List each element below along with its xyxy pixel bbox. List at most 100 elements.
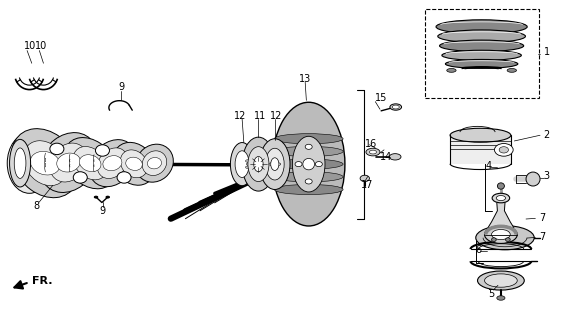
Ellipse shape <box>12 129 79 198</box>
Ellipse shape <box>73 172 87 183</box>
Ellipse shape <box>274 134 343 144</box>
Ellipse shape <box>250 156 255 158</box>
Ellipse shape <box>505 238 510 242</box>
Ellipse shape <box>447 68 456 72</box>
Ellipse shape <box>50 143 87 182</box>
Text: 13: 13 <box>299 74 312 84</box>
Ellipse shape <box>16 145 43 181</box>
Ellipse shape <box>235 151 249 178</box>
Text: FR.: FR. <box>32 276 52 286</box>
Text: 6: 6 <box>476 245 482 255</box>
Text: 9: 9 <box>100 206 106 216</box>
Text: 1: 1 <box>544 47 549 57</box>
Ellipse shape <box>305 179 312 184</box>
Text: 9: 9 <box>118 82 124 92</box>
Ellipse shape <box>491 238 496 242</box>
Text: 17: 17 <box>360 180 373 190</box>
Bar <box>425 9 539 98</box>
Ellipse shape <box>369 150 376 154</box>
Text: 4: 4 <box>485 161 491 171</box>
Ellipse shape <box>392 105 399 109</box>
Ellipse shape <box>142 151 167 175</box>
Ellipse shape <box>252 153 257 156</box>
Text: 11: 11 <box>254 111 266 121</box>
Ellipse shape <box>265 148 284 180</box>
Polygon shape <box>488 203 514 228</box>
Ellipse shape <box>147 157 161 169</box>
Ellipse shape <box>265 165 270 168</box>
Text: 14: 14 <box>380 152 392 162</box>
Ellipse shape <box>496 196 505 201</box>
Ellipse shape <box>450 128 511 142</box>
Ellipse shape <box>64 138 116 189</box>
Ellipse shape <box>366 148 380 156</box>
Ellipse shape <box>262 170 266 172</box>
Ellipse shape <box>497 183 504 189</box>
Ellipse shape <box>249 171 254 174</box>
Ellipse shape <box>253 171 258 174</box>
Text: 15: 15 <box>375 93 387 103</box>
Ellipse shape <box>269 163 274 165</box>
Ellipse shape <box>254 156 263 172</box>
Ellipse shape <box>390 104 402 110</box>
Ellipse shape <box>497 296 505 300</box>
Text: 7: 7 <box>539 213 545 223</box>
Ellipse shape <box>79 155 101 172</box>
Ellipse shape <box>272 160 277 162</box>
Ellipse shape <box>478 271 524 290</box>
Text: 2: 2 <box>544 130 550 140</box>
Ellipse shape <box>442 50 521 60</box>
Ellipse shape <box>7 133 52 193</box>
Ellipse shape <box>136 144 173 182</box>
Ellipse shape <box>89 140 136 187</box>
Ellipse shape <box>73 147 107 180</box>
Ellipse shape <box>97 148 127 179</box>
Text: 5: 5 <box>488 289 495 299</box>
Ellipse shape <box>265 160 270 163</box>
Ellipse shape <box>272 166 277 169</box>
Ellipse shape <box>106 196 109 198</box>
Ellipse shape <box>274 184 343 195</box>
Ellipse shape <box>389 154 401 160</box>
Text: 7: 7 <box>539 232 545 242</box>
Text: 10: 10 <box>35 41 48 51</box>
Ellipse shape <box>484 274 517 287</box>
Ellipse shape <box>14 148 26 178</box>
Ellipse shape <box>265 169 270 171</box>
Ellipse shape <box>248 158 253 160</box>
Ellipse shape <box>267 163 272 165</box>
Ellipse shape <box>446 60 518 68</box>
Ellipse shape <box>248 168 253 171</box>
Ellipse shape <box>295 162 302 167</box>
Ellipse shape <box>23 141 67 186</box>
Ellipse shape <box>526 172 540 186</box>
Text: 8: 8 <box>33 201 40 211</box>
Ellipse shape <box>271 158 279 171</box>
Ellipse shape <box>57 153 80 172</box>
Text: 10: 10 <box>23 41 36 51</box>
Text: 3: 3 <box>544 172 549 181</box>
Ellipse shape <box>265 157 270 159</box>
Ellipse shape <box>103 156 122 171</box>
Ellipse shape <box>117 172 131 183</box>
Bar <box>450 135 511 164</box>
Ellipse shape <box>440 40 524 52</box>
Ellipse shape <box>438 30 525 43</box>
Ellipse shape <box>231 142 254 186</box>
Ellipse shape <box>476 226 534 250</box>
Ellipse shape <box>499 147 508 153</box>
Ellipse shape <box>259 139 290 189</box>
Ellipse shape <box>259 153 264 156</box>
Ellipse shape <box>247 163 251 165</box>
Ellipse shape <box>494 143 513 156</box>
Ellipse shape <box>272 102 345 226</box>
Ellipse shape <box>274 159 343 169</box>
Ellipse shape <box>113 142 155 185</box>
Ellipse shape <box>492 193 510 203</box>
Ellipse shape <box>360 175 369 181</box>
Text: 16: 16 <box>365 139 377 149</box>
Ellipse shape <box>507 68 517 72</box>
Ellipse shape <box>245 166 250 169</box>
Text: 12: 12 <box>234 111 247 121</box>
Ellipse shape <box>50 143 64 155</box>
